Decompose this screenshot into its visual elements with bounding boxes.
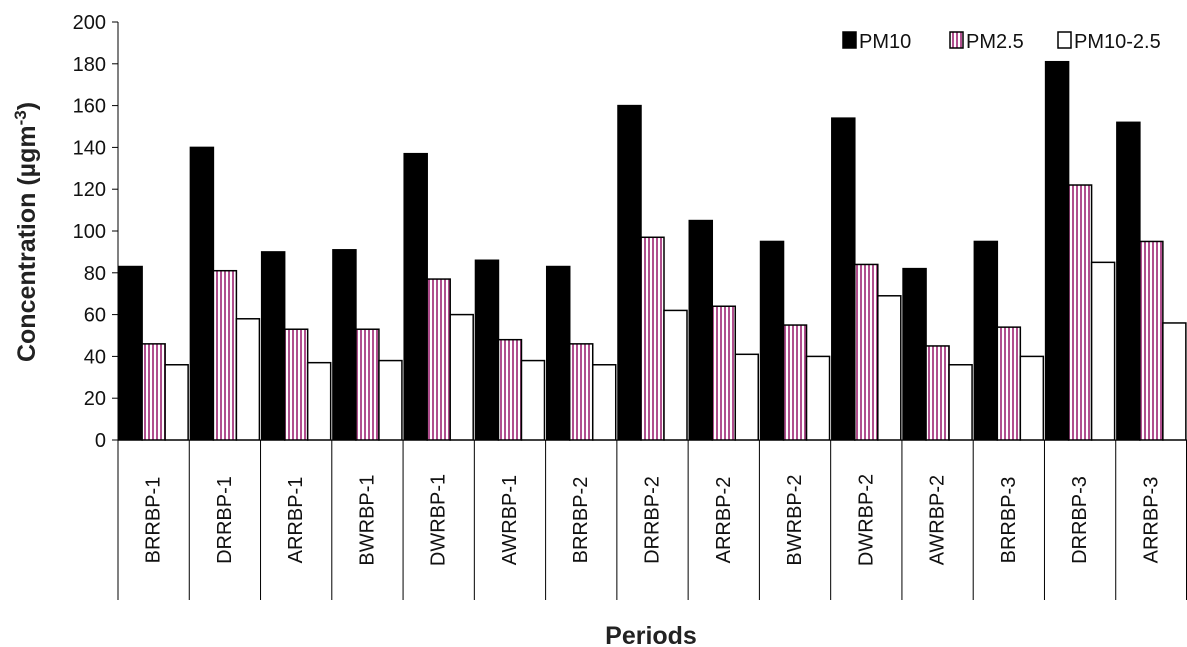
bar-pm10: [831, 117, 856, 441]
x-category-label: DRRBP-2: [642, 476, 664, 564]
bar-pm10-2-5: [520, 359, 546, 441]
x-category-label: BRRBP-1: [143, 477, 165, 564]
y-tick-label: 20: [84, 388, 106, 410]
bar-pm2-5: [925, 345, 950, 441]
bar-pm10-2-5: [1162, 322, 1187, 441]
y-axis-title-main: Concentration (µgm: [13, 125, 41, 362]
bar-pm10-2-5: [591, 364, 617, 441]
x-category-label: DWRBP-1: [428, 474, 450, 566]
bar-pm10-2-5: [663, 309, 688, 441]
y-tick-label: 200: [73, 12, 106, 34]
bar-pm2-5: [996, 326, 1022, 441]
bar-pm10-2-5: [1019, 355, 1045, 441]
x-category-label: DWRBP-2: [855, 474, 877, 566]
bar-pm10-2-5: [378, 359, 403, 441]
legend-label: PM10-2.5: [1074, 31, 1161, 53]
x-category-label: AWRBP-2: [927, 475, 949, 565]
bar-pm2-5: [497, 338, 523, 441]
bar-pm10: [403, 152, 428, 441]
x-category-label: BRRBP-3: [998, 477, 1020, 564]
bar-pm2-5: [355, 328, 380, 441]
y-tick-label: 180: [73, 54, 106, 76]
bar-pm10-2-5: [449, 313, 474, 441]
plot-area: 0 20 40 60 80 100 120 140 160 180 200 BRRBP-1 DRRBP-…: [73, 12, 1187, 600]
bar-pm10-2-5: [948, 364, 973, 441]
bar-pm10: [545, 265, 571, 441]
bar-pm10: [260, 251, 286, 441]
legend-swatch: [842, 31, 857, 49]
legend: PM10 PM2.5 PM10-2.5: [842, 31, 1161, 53]
bar-pm10: [189, 146, 215, 441]
bar-pm10-2-5: [877, 295, 902, 441]
bar-pm2-5: [711, 305, 737, 441]
legend-swatch: [1057, 31, 1072, 49]
y-tick-label: 60: [84, 305, 106, 327]
x-category-label: ARRBP-2: [713, 477, 735, 564]
bar-pm10: [902, 267, 927, 441]
legend-label: PM2.5: [966, 31, 1024, 53]
x-category-label: DRRBP-1: [214, 476, 236, 564]
bar-pm2-5: [283, 328, 309, 441]
bar-pm2-5: [1067, 184, 1093, 441]
y-tick-label: 40: [84, 346, 106, 368]
x-category-label: BWRBP-2: [784, 474, 806, 565]
bar-pm2-5: [1139, 240, 1164, 441]
legend-label: PM10: [859, 31, 911, 53]
bar-pm10: [332, 249, 357, 441]
x-category-label: BRRBP-2: [570, 477, 592, 564]
bar-pm2-5: [640, 236, 665, 441]
y-tick-label: 0: [95, 430, 106, 452]
bar-pm10-2-5: [306, 361, 332, 441]
bar-pm10: [617, 104, 642, 441]
bar-pm2-5: [212, 269, 238, 441]
y-tick-label: 100: [73, 221, 106, 243]
y-tick-label: 160: [73, 96, 106, 118]
x-axis-title: Periods: [605, 622, 697, 647]
bar-pm10-2-5: [164, 364, 189, 441]
bar-pm10: [688, 219, 714, 441]
y-axis-title-close: ): [13, 102, 41, 110]
bar-pm2-5: [141, 343, 166, 441]
bar-pm10-2-5: [1090, 261, 1116, 441]
y-axis-title-superscript: -3: [11, 110, 30, 125]
bar-pm2-5: [426, 278, 451, 441]
bar-pm10-2-5: [235, 318, 261, 441]
bar-pm10: [118, 265, 143, 441]
y-axis-title: Concentration (µgm-3): [11, 102, 41, 362]
bar-pm10: [973, 240, 999, 441]
x-category-label: ARRBP-1: [285, 477, 307, 564]
bar-pm10: [1044, 60, 1070, 441]
x-category-label: BWRBP-1: [356, 474, 378, 565]
y-tick-label: 140: [73, 137, 106, 159]
bar-pm10: [474, 259, 500, 441]
legend-swatch: [949, 31, 964, 49]
bar-pm10-2-5: [805, 355, 831, 441]
bar-pm2-5: [854, 263, 879, 441]
bar-pm2-5: [782, 324, 808, 441]
x-category-label: DRRBP-3: [1069, 476, 1091, 564]
bar-pm10: [1116, 121, 1141, 441]
x-category-label: AWRBP-1: [499, 475, 521, 565]
x-category-label: ARRBP-3: [1140, 477, 1162, 564]
y-tick-label: 120: [73, 179, 106, 201]
y-tick-label: 80: [84, 263, 106, 285]
bar-pm2-5: [568, 343, 594, 441]
bar-pm10-2-5: [734, 353, 760, 441]
bar-pm10: [759, 240, 785, 441]
